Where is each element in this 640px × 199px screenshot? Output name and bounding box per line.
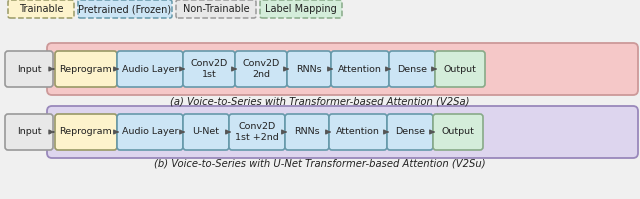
FancyBboxPatch shape <box>117 114 183 150</box>
Text: Input: Input <box>17 64 41 73</box>
Text: Reprogram: Reprogram <box>60 128 113 137</box>
FancyBboxPatch shape <box>331 51 389 87</box>
FancyBboxPatch shape <box>433 114 483 150</box>
Text: Attention: Attention <box>338 64 382 73</box>
Text: Output: Output <box>444 64 476 73</box>
Text: Non-Trainable: Non-Trainable <box>182 4 250 14</box>
Text: Conv2D: Conv2D <box>238 122 276 131</box>
FancyBboxPatch shape <box>8 0 74 18</box>
Text: Audio Layer: Audio Layer <box>122 64 179 73</box>
FancyBboxPatch shape <box>5 51 53 87</box>
FancyBboxPatch shape <box>78 0 172 18</box>
FancyBboxPatch shape <box>55 51 117 87</box>
FancyBboxPatch shape <box>435 51 485 87</box>
FancyBboxPatch shape <box>117 51 183 87</box>
FancyBboxPatch shape <box>229 114 285 150</box>
FancyBboxPatch shape <box>183 114 229 150</box>
Text: 2nd: 2nd <box>252 70 270 79</box>
FancyBboxPatch shape <box>329 114 387 150</box>
FancyBboxPatch shape <box>389 51 435 87</box>
FancyBboxPatch shape <box>176 0 256 18</box>
FancyBboxPatch shape <box>235 51 287 87</box>
FancyBboxPatch shape <box>47 43 638 95</box>
Text: Trainable: Trainable <box>19 4 63 14</box>
Text: Label Mapping: Label Mapping <box>265 4 337 14</box>
FancyBboxPatch shape <box>287 51 331 87</box>
Text: Conv2D: Conv2D <box>190 59 228 68</box>
FancyBboxPatch shape <box>55 114 117 150</box>
FancyBboxPatch shape <box>387 114 433 150</box>
Text: Reprogram: Reprogram <box>60 64 113 73</box>
Text: Audio Layer: Audio Layer <box>122 128 179 137</box>
FancyBboxPatch shape <box>285 114 329 150</box>
FancyBboxPatch shape <box>183 51 235 87</box>
Text: Output: Output <box>442 128 474 137</box>
FancyBboxPatch shape <box>5 114 53 150</box>
Text: 1st +2nd: 1st +2nd <box>235 133 279 142</box>
Text: RNNs: RNNs <box>294 128 320 137</box>
Text: Pretrained (Frozen): Pretrained (Frozen) <box>79 4 172 14</box>
Text: Attention: Attention <box>336 128 380 137</box>
Text: Conv2D: Conv2D <box>243 59 280 68</box>
Text: Dense: Dense <box>395 128 425 137</box>
Text: U-Net: U-Net <box>193 128 220 137</box>
Text: Input: Input <box>17 128 41 137</box>
Text: 1st: 1st <box>202 70 216 79</box>
FancyBboxPatch shape <box>47 106 638 158</box>
FancyBboxPatch shape <box>260 0 342 18</box>
Text: (a) Voice-to-Series with Transformer-based Attention (V2Sa): (a) Voice-to-Series with Transformer-bas… <box>170 96 470 106</box>
Text: Dense: Dense <box>397 64 427 73</box>
Text: RNNs: RNNs <box>296 64 322 73</box>
Text: (b) Voice-to-Series with U-Net Transformer-based Attention (V2Su): (b) Voice-to-Series with U-Net Transform… <box>154 159 486 169</box>
